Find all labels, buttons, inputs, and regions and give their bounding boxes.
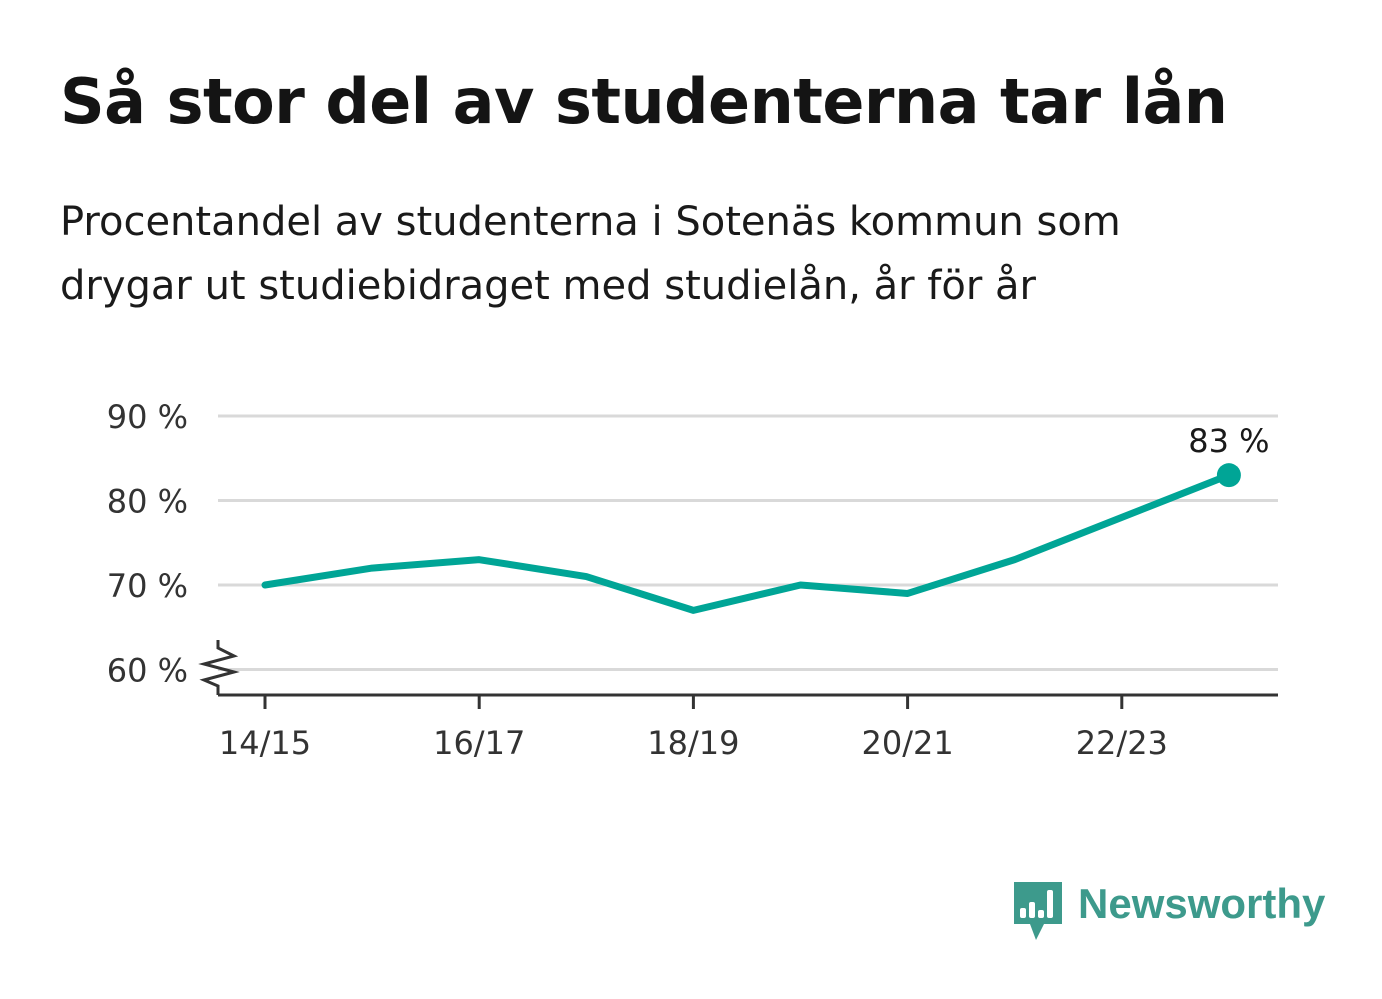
x-tick-label: 18/19 (647, 724, 739, 762)
y-tick-label: 70 % (107, 567, 188, 605)
y-tick-label: 60 % (107, 652, 188, 690)
y-tick-label: 80 % (107, 483, 188, 521)
x-tick-label: 20/21 (861, 724, 953, 762)
x-tick-label: 14/15 (219, 724, 311, 762)
bar-chart-speech-bubble-icon (1014, 882, 1062, 940)
end-value-label: 83 % (1188, 422, 1269, 460)
x-tick-label: 16/17 (433, 724, 525, 762)
axis-break-icon (198, 640, 240, 695)
series-line (261, 471, 1233, 614)
y-tick-label: 90 % (107, 398, 188, 436)
chart-subtitle: Procentandel av studenterna i Sotenäs ko… (60, 199, 1121, 309)
chart-title: Så stor del av studenterna tar lån (60, 65, 1228, 138)
newsworthy-logo: Newsworthy (1010, 876, 1330, 946)
x-tick-label: 22/23 (1076, 724, 1168, 762)
end-point-marker (1216, 463, 1241, 488)
brand-name: Newsworthy (1078, 880, 1326, 927)
